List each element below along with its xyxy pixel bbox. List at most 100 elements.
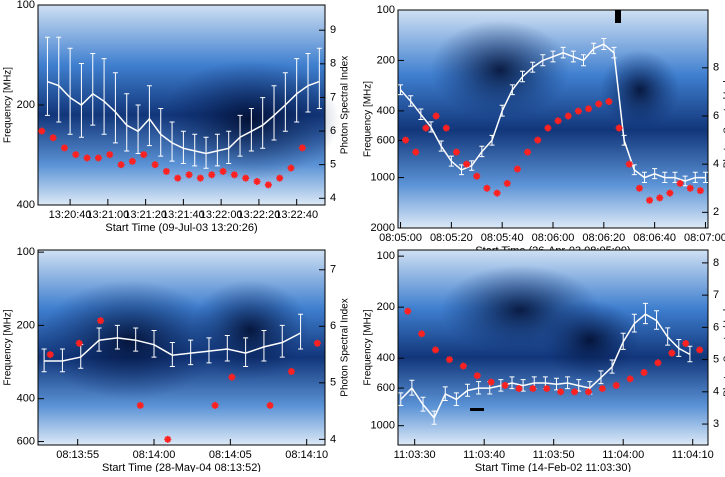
error-bar: [489, 134, 495, 146]
error-bar: [41, 348, 47, 373]
y-tick-label: 200: [377, 301, 395, 313]
error-bar: [476, 381, 482, 395]
index-marker: [682, 339, 690, 347]
error-bar: [44, 36, 50, 116]
spectrum-blob: [600, 50, 680, 130]
index-marker: [584, 388, 592, 396]
error-bar: [540, 54, 546, 67]
index-marker: [94, 154, 102, 162]
error-bar: [90, 53, 96, 126]
index-marker: [445, 356, 453, 364]
y2-tick-label: 4: [330, 192, 336, 204]
y-axis-label: Frequency [MHz]: [3, 67, 14, 143]
index-marker: [585, 105, 593, 113]
index-marker: [666, 189, 674, 197]
y-tick-label: 200: [17, 319, 35, 331]
error-bar: [631, 313, 637, 333]
index-marker: [554, 117, 562, 125]
y-tick-label: 100: [17, 0, 35, 11]
y2-tick-label: 8: [330, 58, 336, 70]
error-bar: [261, 330, 267, 362]
index-marker: [313, 339, 321, 347]
y2-tick-label: 7: [713, 289, 719, 301]
y-tick-label: 100: [17, 246, 35, 258]
index-marker: [574, 107, 582, 115]
y-tick-label: 100: [377, 4, 395, 16]
error-bar: [672, 171, 678, 183]
error-bar: [550, 50, 556, 63]
error-bar: [409, 379, 415, 396]
x-tick-label: 08:06:00: [532, 232, 575, 244]
index-marker: [646, 196, 654, 204]
x-tick-label: 13:21:20: [124, 209, 167, 221]
x-tick-label: 08:06:20: [582, 232, 625, 244]
index-marker: [529, 385, 537, 393]
error-bar: [158, 108, 164, 157]
index-marker: [75, 339, 83, 347]
index-marker: [97, 317, 105, 325]
index-marker: [287, 368, 295, 376]
index-marker: [605, 98, 613, 106]
index-marker: [219, 167, 227, 175]
error-bar: [498, 379, 504, 392]
y2-axis-label: Photon Spectral Index: [340, 56, 351, 154]
error-bar: [135, 104, 141, 155]
error-bar: [431, 410, 437, 425]
error-bar: [479, 145, 485, 158]
x-axis-label: Start Time (09-Jul-03 13:20:26): [105, 222, 257, 234]
y-tick-label: 100: [377, 250, 395, 262]
error-bar: [665, 327, 671, 346]
index-marker: [513, 165, 521, 173]
error-bar: [520, 70, 526, 83]
x-tick-label: 13:21:40: [162, 209, 205, 221]
error-bar: [151, 330, 157, 358]
index-marker: [287, 164, 295, 172]
error-bar: [682, 175, 688, 187]
index-marker: [298, 144, 306, 152]
index-marker: [140, 151, 148, 159]
error-bar: [598, 370, 604, 385]
error-bar: [298, 313, 304, 350]
x-tick-label: 13:20:40: [49, 209, 92, 221]
index-marker: [276, 174, 284, 182]
index-marker: [442, 124, 450, 132]
x-tick-label: 08:05:00: [379, 232, 422, 244]
x-tick-label: 13:22:20: [238, 209, 281, 221]
index-marker: [557, 388, 565, 396]
error-bar: [398, 84, 404, 96]
error-bar: [237, 114, 243, 157]
error-bar: [509, 84, 515, 96]
x-axis-label: Start Time (14-Feb-02 11:03:30): [475, 462, 631, 472]
error-bar: [124, 93, 130, 152]
index-marker: [404, 307, 412, 315]
index-marker: [162, 167, 170, 175]
index-marker: [524, 148, 532, 156]
error-bar: [59, 348, 65, 373]
index-marker: [211, 401, 219, 409]
y-tick-label: 600: [377, 382, 395, 394]
x-tick-label: 08:13:55: [56, 449, 99, 461]
index-marker: [686, 184, 694, 192]
y2-tick-label: 3: [713, 418, 719, 430]
index-marker: [473, 372, 481, 380]
y2-tick-label: 4: [713, 386, 719, 398]
index-marker: [459, 362, 467, 370]
index-marker: [38, 127, 46, 135]
y2-tick-label: 8: [713, 62, 719, 74]
error-bar: [620, 332, 626, 350]
index-marker: [432, 112, 440, 120]
error-bar: [453, 392, 459, 406]
y-tick-label: 400: [377, 105, 395, 117]
index-marker: [501, 381, 509, 389]
index-marker: [473, 172, 481, 180]
error-bar: [271, 85, 277, 141]
index-marker: [164, 435, 172, 443]
x-tick-label: 08:14:10: [285, 449, 328, 461]
x-tick-label: 11:04:10: [672, 449, 714, 461]
error-bar: [654, 310, 660, 330]
error-bar: [305, 53, 311, 113]
index-marker: [656, 194, 664, 202]
index-marker: [228, 373, 236, 381]
plot-frame: [37, 249, 326, 446]
error-bar: [621, 134, 627, 146]
